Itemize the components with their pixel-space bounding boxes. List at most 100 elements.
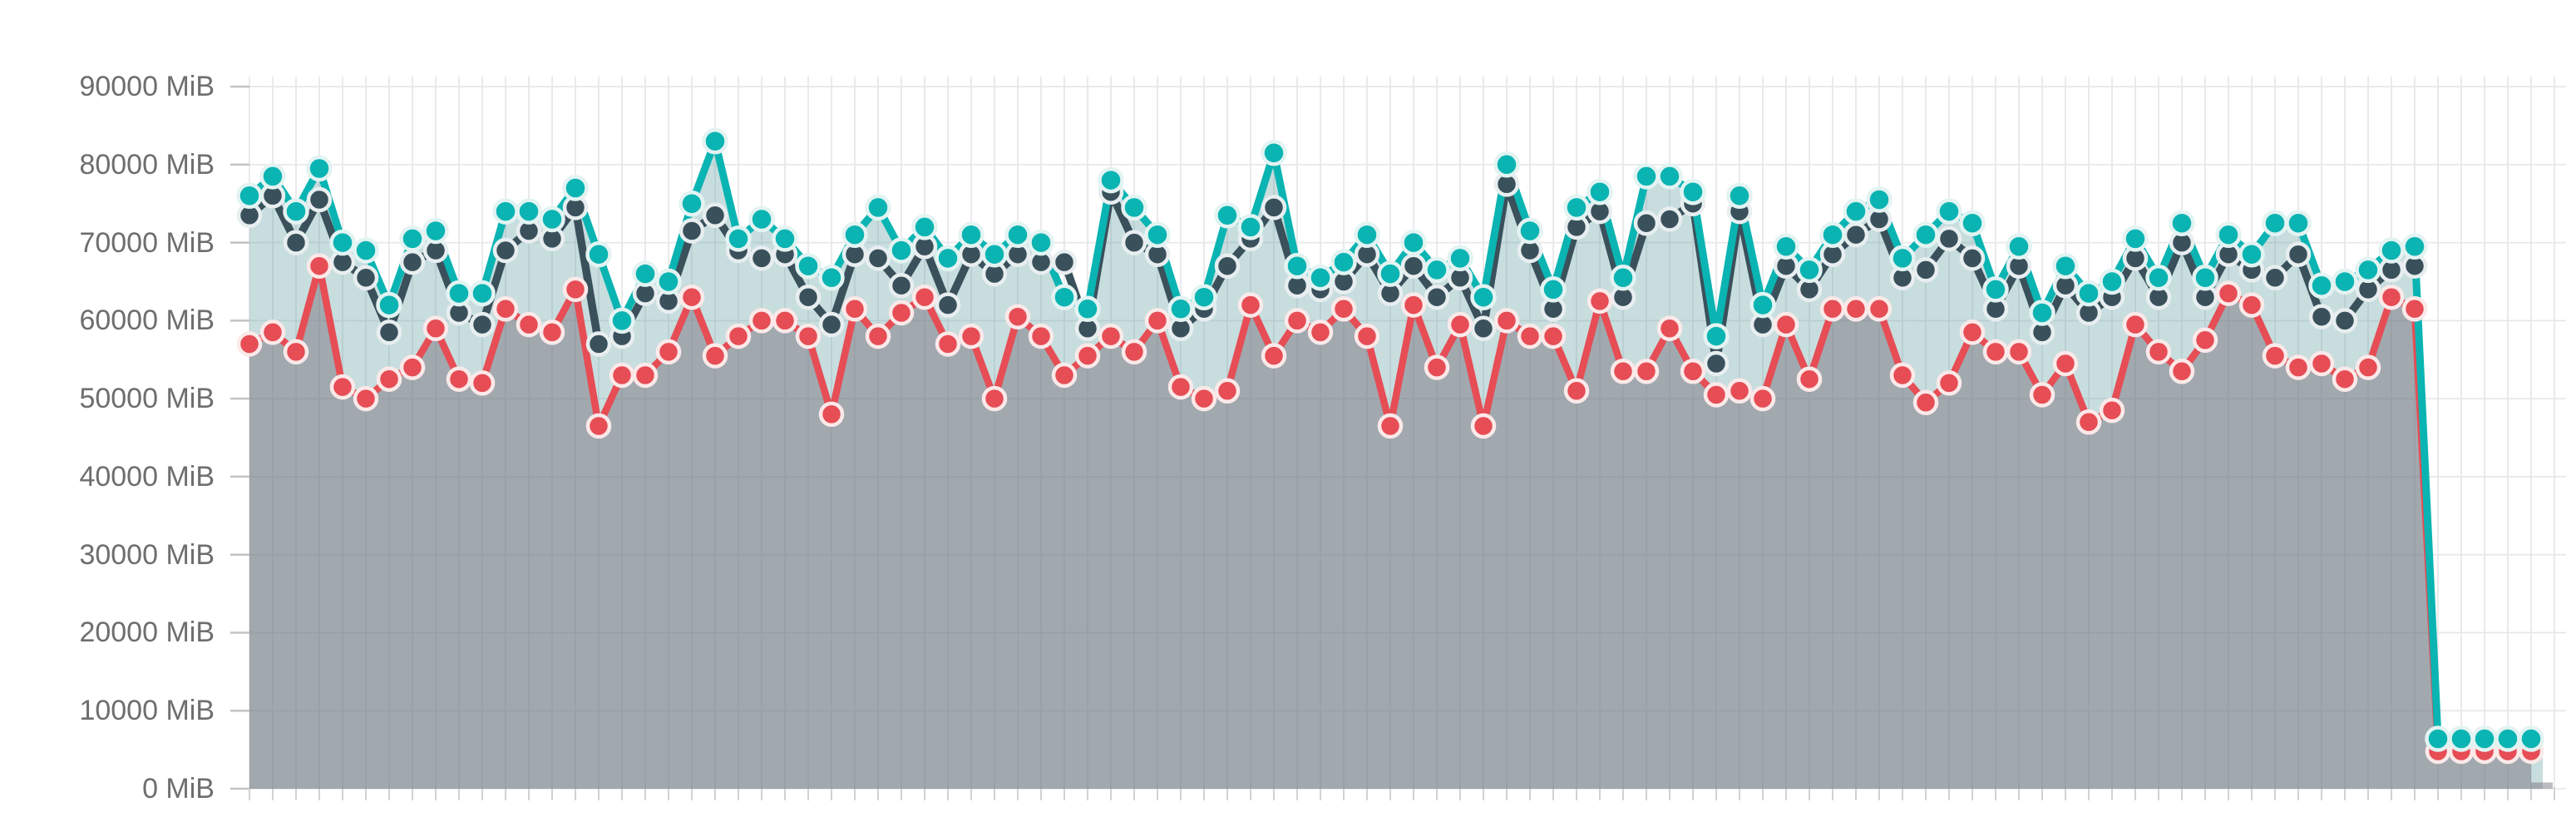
- red-series-dot[interactable]: [1214, 378, 1241, 404]
- red-series-dot[interactable]: [772, 308, 798, 334]
- teal-series-dot[interactable]: [1400, 229, 1427, 256]
- red-series-dot[interactable]: [1889, 362, 1916, 389]
- red-series-dot[interactable]: [841, 296, 868, 322]
- slate-series-dot[interactable]: [492, 237, 519, 264]
- teal-series-dot[interactable]: [1703, 323, 1730, 349]
- red-series-dot[interactable]: [911, 284, 938, 310]
- red-series-dot[interactable]: [376, 366, 402, 392]
- teal-series-dot[interactable]: [2308, 272, 2335, 299]
- slate-series-dot[interactable]: [2308, 304, 2335, 329]
- red-series-dot[interactable]: [399, 354, 426, 380]
- red-series-dot[interactable]: [2099, 397, 2125, 423]
- teal-series-dot[interactable]: [2471, 725, 2498, 752]
- teal-series-dot[interactable]: [2099, 268, 2125, 295]
- teal-series-dot[interactable]: [2238, 240, 2265, 268]
- teal-series-dot[interactable]: [2262, 210, 2288, 236]
- red-series-dot[interactable]: [888, 300, 915, 326]
- slate-series-dot[interactable]: [1261, 195, 1287, 220]
- slate-series-dot[interactable]: [1051, 249, 1078, 275]
- red-series-dot[interactable]: [1330, 296, 1357, 322]
- red-series-dot[interactable]: [1726, 378, 1753, 404]
- red-series-dot[interactable]: [1912, 389, 1939, 416]
- red-series-dot[interactable]: [585, 413, 612, 439]
- red-series-dot[interactable]: [2215, 280, 2242, 306]
- red-series-dot[interactable]: [865, 323, 891, 349]
- slate-series-dot[interactable]: [283, 230, 309, 255]
- red-series-dot[interactable]: [2075, 409, 2102, 435]
- red-series-dot[interactable]: [1540, 323, 1567, 349]
- teal-series-dot[interactable]: [911, 214, 938, 240]
- red-series-dot[interactable]: [2378, 284, 2405, 310]
- teal-series-dot[interactable]: [2285, 210, 2312, 236]
- teal-series-dot[interactable]: [655, 268, 682, 295]
- teal-series-dot[interactable]: [632, 260, 659, 287]
- red-series-dot[interactable]: [935, 331, 961, 357]
- red-series-dot[interactable]: [1424, 354, 1450, 380]
- red-series-dot[interactable]: [1610, 359, 1636, 384]
- slate-series-dot[interactable]: [469, 311, 496, 338]
- red-series-dot[interactable]: [795, 323, 822, 349]
- teal-series-dot[interactable]: [259, 163, 286, 190]
- teal-series-dot[interactable]: [2401, 233, 2428, 260]
- red-series-dot[interactable]: [236, 331, 263, 357]
- red-series-dot[interactable]: [1656, 315, 1683, 342]
- red-series-dot[interactable]: [1121, 339, 1147, 365]
- red-series-dot[interactable]: [353, 385, 379, 412]
- teal-series-dot[interactable]: [2075, 280, 2102, 307]
- red-series-dot[interactable]: [818, 401, 845, 428]
- teal-series-dot[interactable]: [2355, 256, 2381, 284]
- teal-series-dot[interactable]: [469, 280, 496, 307]
- teal-series-dot[interactable]: [2332, 268, 2358, 295]
- teal-series-dot[interactable]: [1261, 140, 1287, 166]
- slate-series-dot[interactable]: [2332, 308, 2358, 334]
- teal-series-dot[interactable]: [1633, 163, 1660, 190]
- slate-series-dot[interactable]: [1424, 284, 1450, 310]
- red-series-dot[interactable]: [1400, 292, 1427, 318]
- teal-series-dot[interactable]: [2029, 300, 2055, 326]
- teal-series-dot[interactable]: [1237, 214, 1264, 240]
- red-series-dot[interactable]: [2006, 339, 2032, 365]
- teal-series-dot[interactable]: [981, 240, 1008, 268]
- teal-series-dot[interactable]: [1214, 202, 1241, 229]
- teal-series-dot[interactable]: [1749, 291, 1776, 319]
- teal-series-dot[interactable]: [2518, 725, 2544, 752]
- red-series-dot[interactable]: [1819, 296, 1846, 322]
- teal-series-dot[interactable]: [795, 252, 822, 280]
- teal-series-dot[interactable]: [888, 237, 915, 264]
- teal-series-dot[interactable]: [1843, 198, 1869, 225]
- teal-series-dot[interactable]: [2145, 265, 2172, 291]
- slate-series-dot[interactable]: [585, 331, 612, 357]
- red-series-dot[interactable]: [1796, 366, 1823, 392]
- teal-series-dot[interactable]: [1726, 182, 1753, 210]
- red-series-dot[interactable]: [2285, 354, 2312, 380]
- teal-series-dot[interactable]: [1051, 284, 1078, 310]
- teal-series-dot[interactable]: [1773, 233, 1799, 260]
- teal-series-dot[interactable]: [353, 237, 379, 264]
- red-series-dot[interactable]: [748, 308, 775, 334]
- teal-series-dot[interactable]: [1796, 256, 1823, 284]
- slate-series-dot[interactable]: [1633, 210, 1660, 236]
- red-series-dot[interactable]: [1004, 304, 1031, 329]
- red-series-dot[interactable]: [1284, 308, 1310, 334]
- teal-series-dot[interactable]: [679, 190, 705, 217]
- red-series-dot[interactable]: [958, 323, 985, 349]
- red-series-dot[interactable]: [1982, 339, 2009, 365]
- teal-series-dot[interactable]: [492, 198, 519, 225]
- slate-series-dot[interactable]: [795, 284, 822, 310]
- slate-series-dot[interactable]: [1703, 350, 1730, 377]
- teal-series-dot[interactable]: [399, 225, 426, 252]
- slate-series-dot[interactable]: [1843, 221, 1869, 248]
- teal-series-dot[interactable]: [2215, 221, 2242, 248]
- red-series-dot[interactable]: [1074, 343, 1101, 369]
- teal-series-dot[interactable]: [562, 175, 589, 201]
- teal-series-dot[interactable]: [609, 307, 635, 334]
- red-series-dot[interactable]: [725, 323, 752, 349]
- teal-series-dot[interactable]: [1330, 249, 1357, 275]
- teal-series-dot[interactable]: [935, 245, 961, 272]
- slate-series-dot[interactable]: [1400, 253, 1427, 279]
- red-series-dot[interactable]: [1051, 362, 1078, 389]
- teal-series-dot[interactable]: [1540, 276, 1567, 303]
- slate-series-dot[interactable]: [888, 272, 915, 299]
- slate-series-dot[interactable]: [702, 202, 728, 229]
